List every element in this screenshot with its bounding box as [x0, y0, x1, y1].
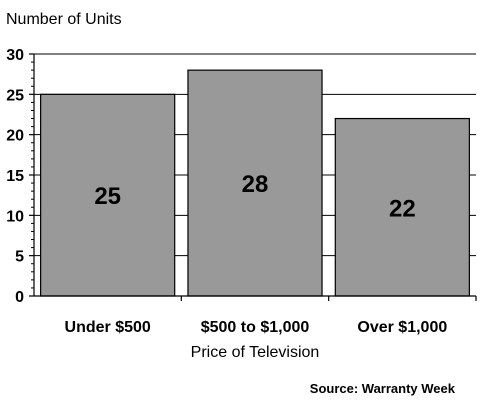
- x-tick-label: Over $1,000: [357, 319, 447, 336]
- y-tick-label: 10: [6, 208, 24, 225]
- data-label: 22: [389, 195, 416, 222]
- data-label: 28: [242, 171, 269, 198]
- bar: [40, 93, 176, 297]
- source-note: Source: Warranty Week: [310, 381, 456, 396]
- y-tick-label: 15: [6, 168, 24, 185]
- y-tick-label: 0: [15, 289, 24, 306]
- y-axis-title: Number of Units: [6, 11, 122, 28]
- bars: [40, 69, 470, 297]
- x-axis-title: Price of Television: [191, 344, 320, 361]
- x-tick-labels: Under $500 $500 to $1,000 Over $1,000: [65, 319, 448, 336]
- y-tick-label: 30: [6, 47, 24, 64]
- data-label: 25: [94, 183, 121, 210]
- data-labels: 25 28 22: [94, 171, 415, 222]
- y-tick-labels: 0 5 10 15 20 25 30: [6, 47, 24, 306]
- x-tick-label: $500 to $1,000: [201, 319, 310, 336]
- axes: [29, 53, 477, 301]
- y-tick-label: 20: [6, 128, 24, 145]
- y-tick-label: 5: [15, 249, 24, 266]
- y-tick-label: 25: [6, 87, 24, 104]
- x-tick-label: Under $500: [65, 319, 151, 336]
